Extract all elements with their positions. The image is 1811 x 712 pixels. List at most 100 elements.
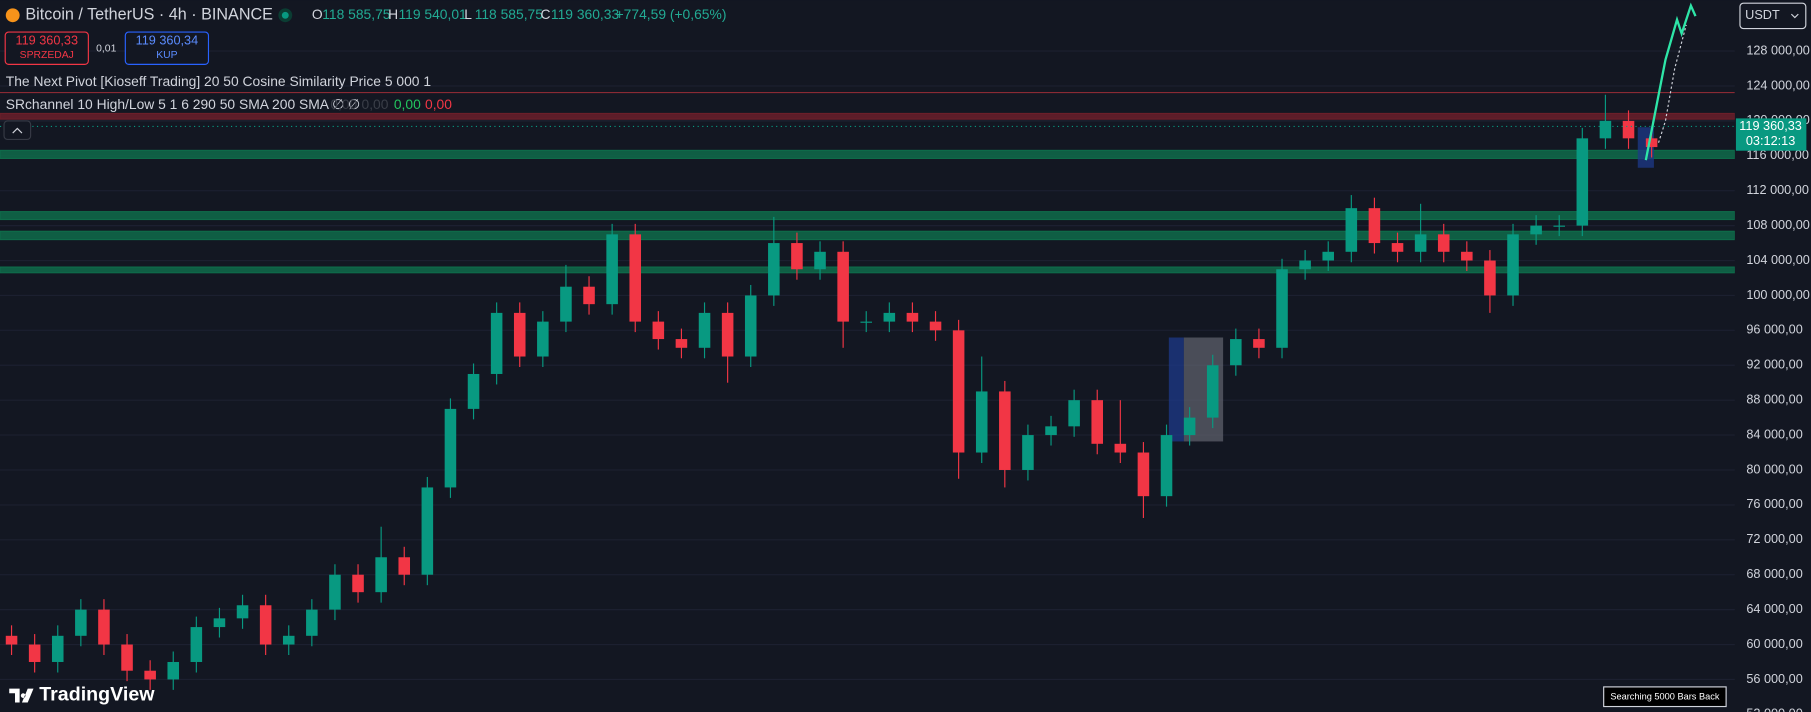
candle-body: [721, 312, 734, 357]
status-dot: [281, 11, 289, 19]
price-label: 119 360,33: [1739, 119, 1802, 133]
candle-body: [1530, 225, 1542, 235]
y-axis: 52 000,00 56 000,00 60 000,00 64 000,00 68 0…: [1735, 43, 1810, 712]
candle-body: [444, 408, 457, 488]
indicator-value: 0,00: [425, 96, 452, 112]
candle-body: [282, 635, 295, 645]
y-tick-label: 64 000,00: [1746, 602, 1802, 616]
y-tick-label: 108 000,00: [1746, 218, 1810, 232]
candle-body: [606, 234, 618, 305]
candle-body: [583, 286, 595, 305]
ohlc-value: 119 360,33: [551, 6, 620, 22]
candle-body: [306, 609, 318, 636]
candle-body: [5, 635, 18, 645]
y-tick-label: 92 000,00: [1746, 358, 1802, 372]
candle-body: [1437, 234, 1450, 252]
candle-body: [421, 487, 434, 575]
currency-select[interactable]: [1739, 2, 1807, 30]
candle-body: [467, 373, 480, 409]
candle-body: [490, 312, 503, 374]
indicator-value: 0,00: [330, 96, 357, 112]
y-tick-label: 116 000,00: [1746, 148, 1809, 162]
candle-body: [814, 251, 826, 270]
y-tick-label: 88 000,00: [1746, 393, 1802, 407]
candle-body: [329, 574, 341, 610]
candle-body: [652, 321, 665, 340]
collapse-button[interactable]: [3, 120, 32, 141]
candle-body: [929, 321, 942, 331]
price-label-bg: [1735, 118, 1807, 151]
y-tick-label: 52 000,00: [1746, 707, 1802, 712]
sell-price: 119 360,33: [15, 34, 78, 48]
candle-body: [1576, 138, 1589, 226]
candle-body: [513, 312, 526, 357]
candle-body: [1345, 208, 1358, 252]
candle-body: [952, 330, 965, 453]
y-tick-label: 56 000,00: [1746, 672, 1802, 686]
projection-line: [1644, 2, 1697, 161]
indicator-value: 0,00: [394, 96, 421, 112]
candle-body: [1391, 243, 1404, 252]
y-tick-label: 60 000,00: [1746, 637, 1802, 651]
y-tick-label: 96 000,00: [1746, 323, 1802, 337]
candle-body: [1206, 365, 1219, 418]
y-tick-label: 104 000,00: [1746, 253, 1810, 267]
ohlc-value: 118 585,75: [322, 6, 391, 22]
candle-body: [398, 557, 411, 575]
candle-body: [791, 243, 803, 270]
indicator-value: 0,00: [362, 96, 389, 112]
candle-body: [144, 670, 156, 680]
sr-zone: [0, 211, 1735, 221]
candle-body: [213, 618, 226, 628]
ohlc-value: 119 540,01: [398, 6, 467, 22]
candle-body: [537, 321, 549, 357]
ohlc-key: L: [464, 6, 472, 22]
candle-body: [1322, 251, 1334, 261]
buy-button[interactable]: [124, 31, 210, 65]
header: Bitcoin / TetherUS · 4h · BINANCE O 118 5…: [3, 2, 1807, 141]
candle-body: [167, 661, 180, 680]
candle-body: [190, 627, 203, 662]
ohlc-key: H: [388, 6, 398, 22]
candle-body: [51, 635, 64, 662]
candle-body: [1068, 400, 1080, 427]
sr-zone: [0, 112, 1735, 120]
grid: [0, 50, 1735, 681]
brand: TradingView: [39, 684, 155, 706]
status-text: Searching 5000 Bars Back: [1610, 692, 1720, 702]
y-tick-label: 76 000,00: [1746, 497, 1802, 511]
candle-body: [352, 574, 364, 593]
candle-body: [1645, 138, 1658, 148]
candle-body: [259, 605, 272, 645]
buy-price: 119 360,34: [136, 34, 199, 48]
candle-body: [1022, 435, 1034, 470]
candle-body: [1183, 417, 1196, 436]
pattern-box: [1168, 337, 1184, 442]
symbol[interactable]: Bitcoin / TetherUS · 4h · BINANCE: [25, 6, 273, 24]
candle-body: [1507, 234, 1519, 296]
buy-label: KUP: [156, 50, 177, 61]
candle-body: [1599, 120, 1612, 139]
plot: [0, 2, 1735, 690]
candle-body: [837, 251, 849, 322]
candle-body: [1276, 269, 1288, 348]
sell-button[interactable]: [4, 31, 89, 65]
chevron: [12, 127, 23, 134]
y-tick-label: 112 000,00: [1746, 183, 1809, 197]
projection-line: [1657, 24, 1687, 143]
candle-body: [1484, 260, 1496, 296]
candle-body: [883, 312, 896, 322]
sr-zone: [0, 266, 1735, 274]
indicator-pivot[interactable]: The Next Pivot [Kioseff Trading] 20 50 C…: [6, 73, 432, 89]
candle-body: [675, 339, 688, 348]
change: +774,59 (+0,65%): [616, 6, 727, 22]
indicator-srchannel[interactable]: SRchannel 10 High/Low 5 1 6 290 50 SMA 2…: [6, 96, 360, 112]
currency: USDT: [1745, 8, 1780, 22]
candle-body: [629, 234, 642, 322]
candle-body: [999, 391, 1011, 470]
candle-body: [975, 391, 988, 453]
logo-icon: [9, 688, 34, 703]
y-tick-label: 80 000,00: [1746, 462, 1802, 476]
